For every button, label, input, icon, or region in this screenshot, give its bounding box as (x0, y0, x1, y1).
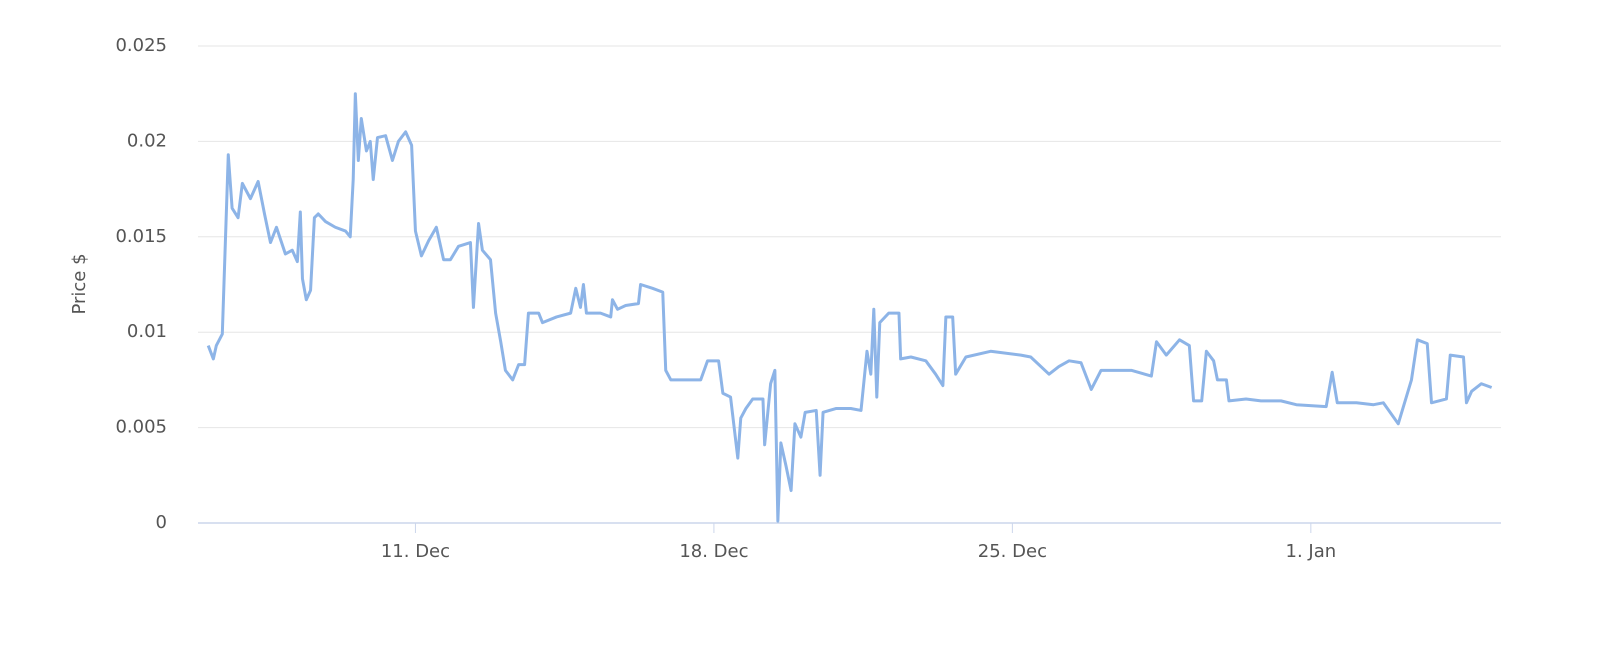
y-tick-label: 0.02 (127, 130, 167, 151)
y-tick-label: 0.015 (115, 226, 167, 247)
y-tick-label: 0.01 (127, 321, 167, 342)
x-tick-label: 25. Dec (978, 541, 1047, 562)
y-axis-label: Price $ (69, 253, 90, 314)
y-tick-label: 0 (156, 512, 167, 533)
x-tick-label: 18. Dec (679, 541, 748, 562)
x-tick-label: 11. Dec (381, 541, 450, 562)
x-tick-label: 1. Jan (1286, 541, 1337, 562)
y-tick-label: 0.025 (115, 35, 167, 56)
y-tick-label: 0.005 (115, 417, 167, 438)
price-line (206, 92, 1493, 523)
